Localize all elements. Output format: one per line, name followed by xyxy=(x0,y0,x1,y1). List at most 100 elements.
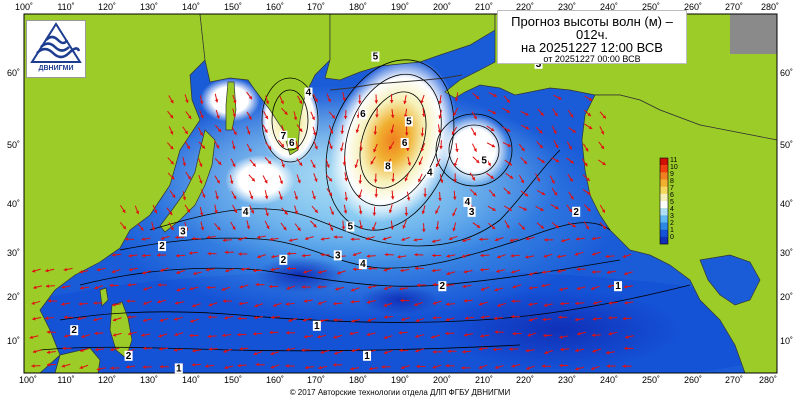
wave-direction-arrowhead xyxy=(94,285,98,290)
wave-direction-arrowhead xyxy=(216,226,221,231)
wave-direction-arrowhead xyxy=(248,116,252,120)
wave-direction-arrowhead xyxy=(287,251,291,256)
wave-logo-icon xyxy=(30,22,82,63)
wave-direction-arrowhead xyxy=(540,112,544,116)
wave-direction-arrowhead xyxy=(267,160,272,164)
wave-direction-arrowhead xyxy=(473,192,477,196)
wave-direction-arrowhead xyxy=(525,348,529,353)
contour-label: 4 xyxy=(243,207,249,218)
contour-label: 6 xyxy=(402,138,408,149)
wave-direction-arrowhead xyxy=(63,267,67,272)
lon-tick-top: 190˚ xyxy=(391,2,409,12)
logo: ДВНИГМИ xyxy=(26,20,86,78)
wave-direction-arrowhead xyxy=(64,334,68,338)
wave-direction-arrowhead xyxy=(400,268,404,273)
wave-direction-arrowhead xyxy=(232,113,237,118)
wave-direction-arrowhead xyxy=(602,225,607,229)
wave-direction-arrowhead xyxy=(479,302,483,306)
wave-direction-arrowhead xyxy=(432,282,436,287)
wave-direction-arrowhead xyxy=(238,237,242,241)
wave-direction-arrowhead xyxy=(367,318,371,322)
wave-direction-arrowhead xyxy=(593,301,597,305)
wave-direction-arrowhead xyxy=(493,93,497,97)
wave-direction-arrowhead xyxy=(193,271,197,276)
wave-direction-arrowhead xyxy=(32,316,36,321)
wave-direction-arrowhead xyxy=(170,160,174,165)
wave-direction-arrowhead xyxy=(329,130,334,134)
land-taiwan xyxy=(99,287,109,307)
wave-direction-arrowhead xyxy=(438,115,442,119)
wave-direction-arrowhead xyxy=(269,330,273,335)
wave-direction-arrowhead xyxy=(126,299,130,303)
wave-direction-arrowhead xyxy=(479,237,483,242)
colorbar-label: 0 xyxy=(670,234,674,241)
wave-direction-arrowhead xyxy=(406,197,411,201)
wave-direction-arrowhead xyxy=(344,197,349,201)
wave-direction-arrowhead xyxy=(445,317,450,322)
wave-direction-arrowhead xyxy=(525,255,529,259)
wave-direction-arrowhead xyxy=(264,115,268,120)
wave-direction-arrowhead xyxy=(432,365,436,369)
wave-direction-arrowhead xyxy=(329,227,334,231)
contour-label-bg xyxy=(312,320,321,331)
wave-direction-arrowhead xyxy=(554,112,558,117)
wave-direction-arrowhead xyxy=(541,270,546,274)
wave-direction-arrowhead xyxy=(160,236,165,240)
wave-direction-arrowhead xyxy=(463,299,467,303)
colorbar-label: 2 xyxy=(670,220,674,227)
wave-direction-arrowhead xyxy=(157,283,161,287)
wave-direction-arrowhead xyxy=(314,98,318,103)
contour-label-bg xyxy=(124,350,133,361)
wave-direction-arrowhead xyxy=(351,288,355,292)
lat-tick-left: 20˚ xyxy=(7,292,20,302)
lon-tick-bottom: 220˚ xyxy=(516,375,534,385)
wave-direction-arrowhead xyxy=(176,253,180,258)
wave-direction-arrowhead xyxy=(588,125,593,129)
lat-tick-right: 40˚ xyxy=(780,199,793,209)
wave-direction-arrowhead xyxy=(257,235,261,239)
wave-direction-arrowhead xyxy=(45,316,49,320)
wave-direction-arrowhead xyxy=(174,332,178,337)
wave-direction-arrowhead xyxy=(294,210,299,215)
wave-direction-arrowhead xyxy=(128,331,132,336)
colorbar-swatch xyxy=(660,186,668,194)
wave-direction-arrowhead xyxy=(215,144,220,149)
wave-direction-arrowhead xyxy=(454,97,459,102)
lat-tick-left: 10˚ xyxy=(7,336,20,346)
wave-direction-arrowhead xyxy=(112,302,116,307)
wave-direction-arrowhead xyxy=(523,160,527,164)
wave-direction-arrowhead xyxy=(381,365,385,369)
wave-direction-arrowhead xyxy=(602,115,606,119)
wave-direction-arrowhead xyxy=(61,285,65,289)
wave-direction-arrowhead xyxy=(587,207,591,212)
wave-direction-arrowhead xyxy=(350,237,354,242)
colorbar-swatches xyxy=(660,158,668,245)
wave-direction-arrowhead xyxy=(413,238,417,242)
wave-direction-arrowhead xyxy=(572,223,576,228)
wave-direction-arrowhead xyxy=(141,237,145,241)
wave-direction-arrowhead xyxy=(418,178,422,183)
lon-tick-top: 120˚ xyxy=(98,2,116,12)
wave-direction-arrowhead xyxy=(415,318,420,323)
wave-direction-arrowhead xyxy=(512,331,516,336)
wave-direction-arrowhead xyxy=(509,238,514,243)
contour-label: 5 xyxy=(481,156,487,167)
wave-direction-arrowhead xyxy=(606,270,611,274)
wave-direction-arrowhead xyxy=(191,236,195,241)
wave-direction-arrowhead xyxy=(208,302,213,307)
wave-direction-arrowhead xyxy=(373,148,377,153)
wave-direction-arrowhead xyxy=(577,331,581,336)
wave-direction-arrowhead xyxy=(521,147,525,152)
wave-direction-arrowhead xyxy=(453,179,457,183)
contour-label: 4 xyxy=(465,197,471,208)
wave-direction-arrowhead xyxy=(333,235,337,239)
wave-direction-arrowhead xyxy=(527,333,531,337)
wave-direction-arrowhead xyxy=(540,207,544,211)
wave-direction-arrowhead xyxy=(264,179,268,184)
wave-direction-arrowhead xyxy=(389,100,394,104)
wave-direction-arrowhead xyxy=(96,267,101,272)
wave-direction-arrowhead xyxy=(555,158,560,163)
wave-direction-arrowhead xyxy=(383,286,388,291)
wave-direction-arrowhead xyxy=(414,266,418,271)
wave-direction-arrowhead xyxy=(350,366,354,371)
